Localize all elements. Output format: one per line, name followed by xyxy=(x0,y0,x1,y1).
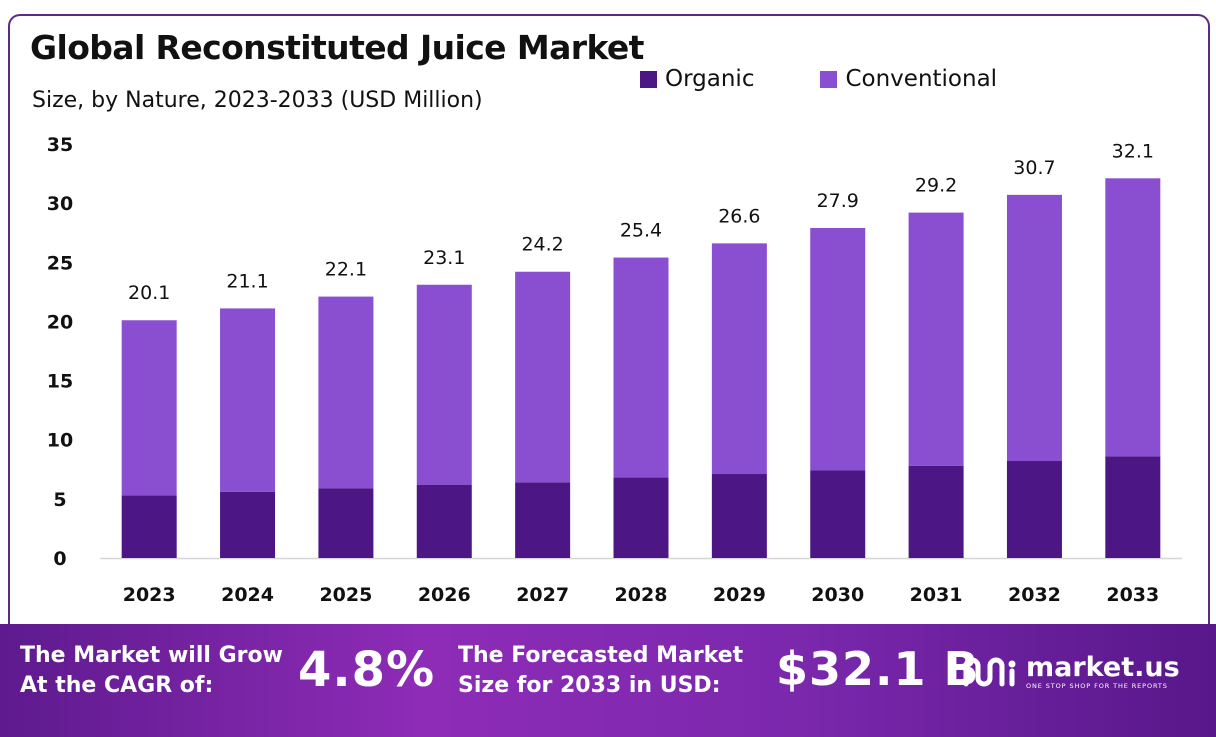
cagr-caption-line2: At the CAGR of: xyxy=(20,673,214,698)
bar-organic-2033 xyxy=(1105,456,1161,558)
y-tick-label: 5 xyxy=(53,489,66,511)
bar-conventional-2032 xyxy=(1006,194,1062,462)
cagr-caption-line1: The Market will Grow xyxy=(20,643,283,668)
brand-logo: market.us ONE STOP SHOP FOR THE REPORTS xyxy=(962,654,1180,690)
y-tick-label: 35 xyxy=(47,134,73,156)
brand-name: market.us xyxy=(1026,652,1180,683)
bar-conventional-2027 xyxy=(515,271,571,483)
bar-organic-2029 xyxy=(711,474,767,558)
legend-label-conventional: Conventional xyxy=(845,66,998,92)
data-label-total: 24.2 xyxy=(521,234,563,256)
x-tick-label: 2030 xyxy=(811,584,864,606)
chart-frame xyxy=(8,14,1210,624)
market-us-logo-icon xyxy=(963,657,1016,687)
data-label-total: 23.1 xyxy=(423,247,465,269)
x-tick-label: 2033 xyxy=(1106,584,1159,606)
legend-label-organic: Organic xyxy=(665,66,755,92)
x-tick-label: 2031 xyxy=(910,584,963,606)
y-tick-label: 10 xyxy=(47,430,73,452)
bar-conventional-2033 xyxy=(1105,178,1161,457)
bar-organic-2030 xyxy=(810,470,866,558)
chart-title: Global Reconstituted Juice Market xyxy=(30,28,644,67)
data-label-total: 20.1 xyxy=(128,282,170,304)
forecast-caption-line2: Size for 2033 in USD: xyxy=(458,673,721,698)
cagr-value: 4.8% xyxy=(298,642,436,698)
data-label-total: 25.4 xyxy=(620,220,662,242)
bar-organic-2028 xyxy=(613,477,669,558)
data-label-total: 32.1 xyxy=(1112,140,1154,162)
y-tick-label: 30 xyxy=(47,193,73,215)
x-tick-label: 2027 xyxy=(516,584,569,606)
bar-conventional-2029 xyxy=(711,243,767,475)
legend-swatch-organic xyxy=(640,70,657,88)
data-label-total: 27.9 xyxy=(817,190,859,212)
y-tick-label: 15 xyxy=(47,371,73,393)
data-label-total: 26.6 xyxy=(718,205,760,227)
bar-conventional-2030 xyxy=(810,227,866,471)
legend-swatch-conventional xyxy=(820,70,838,88)
chart-subtitle: Size, by Nature, 2023-2033 (USD Million) xyxy=(32,88,483,113)
data-label-total: 29.2 xyxy=(915,175,957,197)
x-tick-label: 2025 xyxy=(319,584,372,606)
bar-organic-2023 xyxy=(121,495,177,558)
bar-organic-2031 xyxy=(908,465,964,558)
brand-tagline: ONE STOP SHOP FOR THE REPORTS xyxy=(1026,682,1168,690)
x-tick-label: 2023 xyxy=(123,584,176,606)
data-label-total: 21.1 xyxy=(226,270,268,292)
cagr-caption: The Market will Grow At the CAGR of: xyxy=(20,641,283,701)
legend-item-organic: Organic xyxy=(640,66,754,92)
x-tick-label: 2026 xyxy=(418,584,471,606)
bar-organic-2024 xyxy=(220,491,276,558)
bar-conventional-2025 xyxy=(318,296,374,489)
bar-organic-2027 xyxy=(515,482,571,558)
bar-conventional-2031 xyxy=(908,212,964,466)
bar-organic-2025 xyxy=(318,488,374,558)
footer-banner: The Market will Grow At the CAGR of: 4.8… xyxy=(0,624,1216,737)
forecast-value: $32.1 B xyxy=(776,642,980,696)
bar-organic-2026 xyxy=(416,484,472,558)
data-label-total: 22.1 xyxy=(325,259,367,281)
y-tick-label: 0 xyxy=(53,548,66,570)
legend-item-conventional: Conventional xyxy=(820,66,997,92)
bar-organic-2032 xyxy=(1006,461,1062,558)
bar-chart: 0510152025303520.1202321.1202422.1202523… xyxy=(47,134,1182,606)
forecast-caption: The Forecasted Market Size for 2033 in U… xyxy=(458,641,743,701)
x-tick-label: 2028 xyxy=(615,584,668,606)
x-tick-label: 2024 xyxy=(221,584,274,606)
x-tick-label: 2029 xyxy=(713,584,766,606)
y-tick-label: 20 xyxy=(47,311,73,333)
forecast-caption-line1: The Forecasted Market xyxy=(458,643,744,668)
bar-conventional-2024 xyxy=(220,308,276,492)
bar-conventional-2023 xyxy=(121,320,177,496)
y-tick-label: 25 xyxy=(47,252,73,274)
data-label-total: 30.7 xyxy=(1013,157,1055,179)
chart-legend: Organic Conventional xyxy=(640,66,1063,92)
bar-conventional-2026 xyxy=(416,284,472,485)
bar-conventional-2028 xyxy=(613,257,669,478)
x-tick-label: 2032 xyxy=(1008,584,1061,606)
